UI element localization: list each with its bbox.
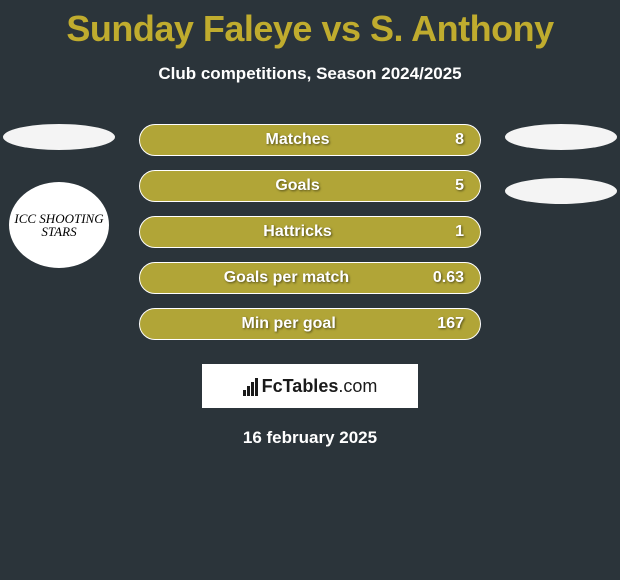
left-column: ICC SHOOTING STARS xyxy=(4,124,114,268)
brand-name-strong: FcTables xyxy=(262,376,339,396)
team-right-logo-plate xyxy=(505,178,617,204)
player-left-name-plate xyxy=(3,124,115,150)
page-title: Sunday Faleye vs S. Anthony xyxy=(0,0,620,50)
stat-row-goals-per-match: Goals per match 0.63 xyxy=(139,262,481,294)
stat-label: Matches xyxy=(140,131,455,149)
stat-bars: Matches 8 Goals 5 Hattricks 1 Goals per … xyxy=(139,124,481,340)
stat-label: Goals per match xyxy=(140,269,433,287)
brand-name-light: .com xyxy=(338,376,377,396)
stat-label: Hattricks xyxy=(140,223,455,241)
brand-box[interactable]: FcTables.com xyxy=(202,364,418,408)
right-column xyxy=(506,124,616,204)
stat-row-min-per-goal: Min per goal 167 xyxy=(139,308,481,340)
stat-value: 8 xyxy=(455,131,464,149)
stat-row-hattricks: Hattricks 1 xyxy=(139,216,481,248)
player-right-name-plate xyxy=(505,124,617,150)
stat-label: Goals xyxy=(140,177,455,195)
team-left-logo-text: ICC SHOOTING STARS xyxy=(9,212,109,238)
content-columns: ICC SHOOTING STARS Matches 8 Goals 5 Hat… xyxy=(0,124,620,340)
stat-row-goals: Goals 5 xyxy=(139,170,481,202)
team-left-logo: ICC SHOOTING STARS xyxy=(9,182,109,268)
brand-text: FcTables.com xyxy=(262,376,378,397)
page-subtitle: Club competitions, Season 2024/2025 xyxy=(0,64,620,84)
stat-label: Min per goal xyxy=(140,315,437,333)
stat-value: 1 xyxy=(455,223,464,241)
stat-value: 0.63 xyxy=(433,269,464,287)
stat-value: 5 xyxy=(455,177,464,195)
bar-chart-icon xyxy=(243,376,258,396)
stat-value: 167 xyxy=(437,315,464,333)
footer-date: 16 february 2025 xyxy=(0,428,620,448)
stat-row-matches: Matches 8 xyxy=(139,124,481,156)
